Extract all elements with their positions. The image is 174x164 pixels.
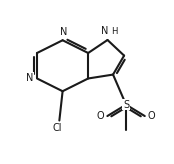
Text: O: O <box>97 111 104 121</box>
Text: Cl: Cl <box>53 123 62 133</box>
Text: S: S <box>123 100 129 110</box>
Text: N: N <box>26 73 33 83</box>
Text: H: H <box>112 27 118 36</box>
Text: N: N <box>101 26 108 36</box>
Text: O: O <box>148 111 155 121</box>
Text: N: N <box>60 27 67 37</box>
